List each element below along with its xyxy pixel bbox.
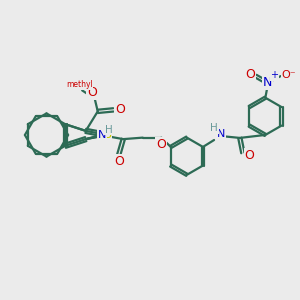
- Text: H: H: [210, 123, 218, 133]
- Text: N: N: [263, 76, 272, 89]
- Text: O: O: [114, 155, 124, 168]
- Text: O: O: [87, 86, 97, 99]
- Text: H: H: [105, 124, 113, 134]
- Text: N: N: [217, 129, 225, 139]
- Text: methyl: methyl: [66, 80, 92, 89]
- Text: +: +: [270, 70, 278, 80]
- Text: O⁻: O⁻: [281, 70, 296, 80]
- Text: O: O: [245, 68, 255, 81]
- Text: O: O: [115, 103, 125, 116]
- Text: S: S: [103, 128, 111, 142]
- Text: O: O: [244, 149, 254, 162]
- Text: N: N: [98, 130, 106, 140]
- Text: O: O: [156, 138, 166, 151]
